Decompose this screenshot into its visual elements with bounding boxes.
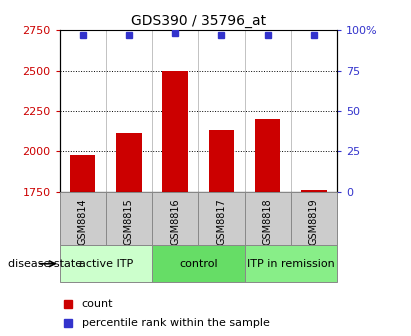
Text: disease state: disease state	[8, 259, 82, 269]
Bar	[245, 245, 337, 282]
Bar	[60, 192, 106, 245]
Text: GSM8815: GSM8815	[124, 198, 134, 245]
Bar	[291, 192, 337, 245]
Text: GSM8814: GSM8814	[78, 198, 88, 245]
Bar	[198, 192, 245, 245]
Bar	[301, 190, 327, 192]
Text: percentile rank within the sample: percentile rank within the sample	[82, 318, 270, 328]
Bar	[209, 130, 234, 192]
Bar	[106, 192, 152, 245]
Text: GSM8817: GSM8817	[217, 198, 226, 245]
Text: active ITP: active ITP	[79, 259, 133, 269]
Bar	[152, 192, 198, 245]
Title: GDS390 / 35796_at: GDS390 / 35796_at	[131, 14, 266, 28]
Bar	[162, 71, 188, 192]
Text: control: control	[179, 259, 217, 269]
Text: count: count	[82, 299, 113, 308]
Text: GSM8819: GSM8819	[309, 198, 319, 245]
Bar	[245, 192, 291, 245]
Text: GSM8816: GSM8816	[170, 198, 180, 245]
Bar	[255, 119, 280, 192]
Text: ITP in remission: ITP in remission	[247, 259, 335, 269]
Bar	[116, 133, 142, 192]
Bar	[60, 245, 152, 282]
Text: GSM8818: GSM8818	[263, 198, 272, 245]
Bar	[152, 245, 245, 282]
Bar	[70, 155, 95, 192]
